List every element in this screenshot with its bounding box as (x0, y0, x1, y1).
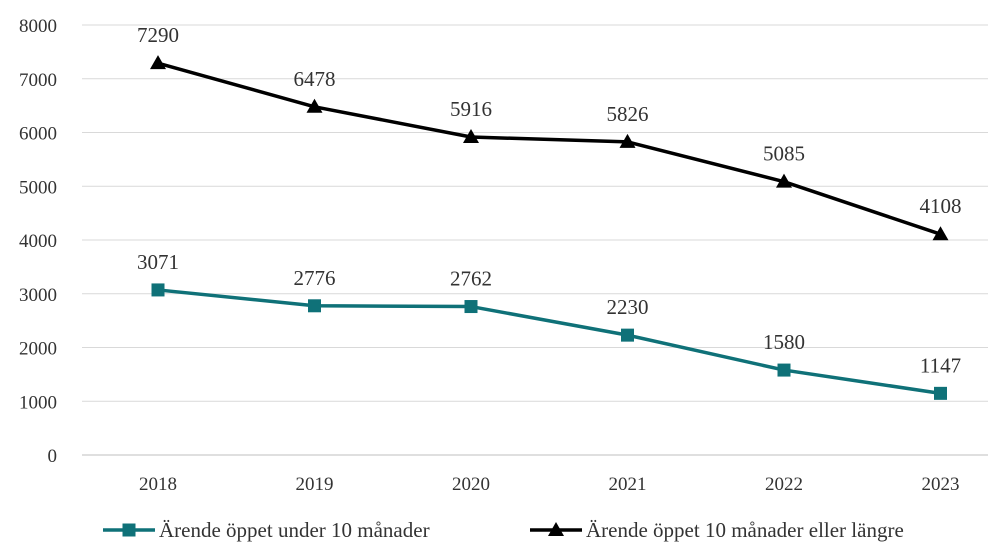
series-1 (151, 283, 947, 400)
x-tick-label: 2021 (609, 474, 647, 495)
data-label: 2762 (450, 267, 492, 291)
x-tick-label: 2018 (139, 474, 177, 495)
data-point-marker (934, 386, 947, 400)
y-axis-ticks: 0 1000 2000 3000 4000 5000 6000 7000 8000 (19, 16, 57, 467)
series-line (157, 288, 941, 396)
legend-marker (548, 522, 564, 536)
y-tick-label: 8000 (19, 16, 57, 37)
data-point-marker (308, 299, 321, 313)
y-tick-label: 0 (48, 446, 58, 467)
data-point-marker (463, 129, 479, 144)
y-tick-label: 5000 (19, 177, 57, 198)
data-point-marker (151, 283, 165, 297)
x-tick-label: 2023 (922, 474, 960, 495)
data-label: 1147 (920, 353, 961, 377)
y-tick-label: 3000 (19, 285, 57, 306)
data-label: 5085 (763, 142, 805, 166)
data-label: 2230 (607, 295, 649, 319)
series-2 (150, 55, 949, 241)
x-tick-label: 2019 (296, 474, 334, 495)
series-group (150, 55, 949, 400)
data-label: 1580 (763, 330, 805, 354)
data-point-marker (621, 328, 634, 342)
data-label: 4108 (920, 194, 962, 218)
data-label: 3071 (137, 250, 179, 274)
gridlines (82, 24, 988, 456)
y-tick-label: 1000 (19, 392, 57, 413)
legend-label: Ärende öppet under 10 månader (159, 518, 430, 542)
y-tick-label: 6000 (19, 124, 57, 145)
legend-item-1: Ärende öppet under 10 månader (103, 518, 430, 542)
legend-marker (122, 523, 136, 537)
series-line (157, 61, 942, 236)
data-point-marker (150, 55, 166, 70)
data-label: 2776 (294, 266, 336, 290)
data-point-marker (619, 133, 636, 148)
data-point-marker (306, 98, 323, 113)
x-tick-label: 2020 (452, 474, 490, 495)
legend-item-2: Ärende öppet 10 månader eller längre (530, 518, 904, 542)
data-label: 6478 (294, 67, 336, 91)
x-axis-ticks: 2018 2019 2020 2021 2022 2023 (139, 474, 960, 495)
y-tick-label: 2000 (19, 339, 57, 360)
data-label: 5826 (607, 102, 649, 126)
data-label: 7290 (137, 23, 179, 47)
y-tick-label: 4000 (19, 231, 57, 252)
data-label: 5916 (450, 97, 492, 121)
legend-label: Ärende öppet 10 månader eller längre (586, 518, 904, 542)
data-point-marker (932, 226, 949, 241)
data-point-marker (777, 363, 791, 377)
data-point-marker (464, 300, 478, 314)
data-point-marker (776, 173, 792, 188)
data-labels: 3071 2776 2762 2230 1580 1147 7290 6478 5916 5826… (137, 23, 962, 377)
legend: Ärende öppet under 10 månader Ärende öppe… (103, 518, 904, 542)
y-tick-label: 7000 (19, 70, 57, 91)
x-tick-label: 2022 (765, 474, 803, 495)
